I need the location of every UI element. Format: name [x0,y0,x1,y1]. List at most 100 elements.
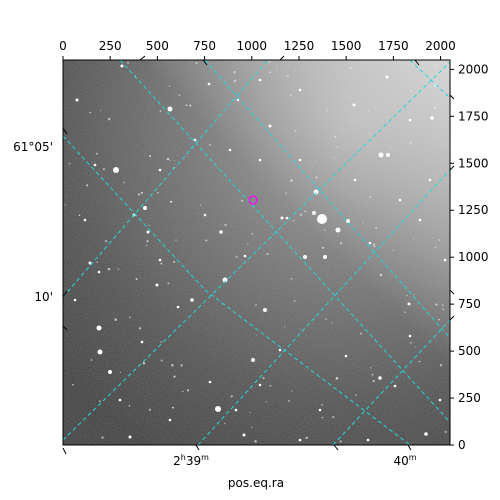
faint-star [373,132,376,134]
faint-star [255,334,257,336]
star [143,206,147,210]
wcs-tick [333,444,339,451]
star [75,98,79,102]
ra-tick-sup-h: h [181,453,186,462]
star [298,438,302,442]
faint-star [178,94,181,96]
faint-star [325,318,327,320]
right-tick-label: 1000 [458,250,489,264]
star [378,376,382,380]
star [236,98,240,102]
faint-star [304,210,307,213]
star [158,258,162,262]
wcs-tick [449,94,455,100]
faint-star [288,400,290,402]
x-axis-label: pos.eq.ra [228,476,284,490]
faint-star [117,268,120,270]
faint-star [312,212,316,215]
right-tick-label: 250 [458,391,481,405]
faint-star [332,156,335,159]
star [207,82,211,86]
faint-star [171,406,175,409]
faint-star [128,405,131,407]
faint-star [160,341,162,343]
top-tick-label: 2000 [425,39,456,53]
faint-star [389,146,392,148]
star [258,158,262,162]
faint-star [254,440,257,443]
faint-star [332,415,335,419]
faint-star [64,204,67,206]
star [251,358,255,362]
faint-star [294,130,297,133]
faint-star [135,277,138,281]
faint-star [167,282,170,285]
star [323,255,327,259]
grid-line [197,169,450,445]
star [83,218,87,222]
faint-star [325,217,327,219]
right-tick-label: 2000 [458,62,489,76]
right-tick-label: 0 [458,438,466,452]
star [430,116,434,120]
faint-star [379,273,383,277]
faint-star [292,219,295,222]
top-tick-label: 0 [59,39,67,53]
faint-star [299,213,303,216]
right-tick-label: 1250 [458,203,489,217]
star [385,75,389,79]
right-tick-label: 1750 [458,109,489,123]
faint-star [99,109,102,111]
faint-star [126,61,130,64]
faint-star [357,173,360,175]
faint-star [359,332,363,335]
star [242,433,246,437]
ra-tick-main: 2 [173,454,181,468]
star [93,163,97,167]
faint-star [358,146,360,148]
faint-star [349,66,352,70]
star [386,153,390,157]
faint-star [156,191,159,194]
faint-star [285,192,288,194]
grid-line [332,319,450,445]
star [268,124,272,128]
faint-star [107,267,111,271]
faint-star [140,191,144,194]
star [158,168,162,172]
faint-star [283,326,286,328]
top-tick-label: 1750 [378,39,409,53]
star [378,152,384,158]
star [228,148,232,152]
faint-star [251,426,253,429]
faint-star [101,436,104,439]
faint-star [230,395,233,398]
faint-star [324,229,326,232]
star [428,178,432,182]
faint-star [348,97,351,100]
faint-star [410,90,413,93]
faint-star [99,400,101,402]
faint-star [291,390,293,392]
top-tick-label: 750 [193,39,216,53]
faint-star [433,106,436,109]
faint-star [404,311,406,313]
top-tick-label: 250 [99,39,122,53]
faint-star [409,141,412,144]
star [219,230,223,234]
star [167,106,173,112]
faint-star [149,155,152,158]
star-field [64,60,447,443]
faint-star [146,240,149,243]
wcs-tick [62,325,68,331]
star [418,218,422,222]
star [234,408,238,412]
ra-tick-main: 40 [393,454,408,468]
star [97,349,103,355]
faint-star [375,227,378,230]
star [313,189,319,195]
star [97,270,101,274]
faint-star [438,238,441,242]
star [353,178,357,182]
